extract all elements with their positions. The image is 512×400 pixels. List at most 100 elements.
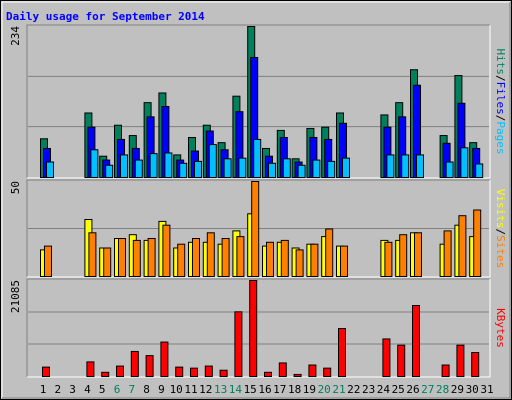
bar bbox=[238, 157, 247, 178]
bar bbox=[175, 366, 184, 377]
bar bbox=[145, 355, 154, 378]
bar bbox=[386, 154, 395, 179]
bar bbox=[397, 344, 406, 377]
legend-separator: / bbox=[494, 115, 507, 122]
bar bbox=[219, 369, 228, 377]
bar bbox=[475, 163, 484, 178]
bar bbox=[192, 238, 200, 277]
x-tick-label: 14 bbox=[229, 383, 243, 396]
bar bbox=[253, 138, 262, 179]
x-tick-label: 31 bbox=[480, 383, 493, 396]
legend-entry: Visits bbox=[494, 189, 507, 229]
bar bbox=[42, 366, 50, 377]
x-tick-label: 5 bbox=[99, 383, 106, 396]
bar bbox=[278, 362, 287, 378]
legend-entry: Hits bbox=[494, 49, 507, 76]
x-tick-label: 15 bbox=[244, 383, 257, 396]
x-tick-label: 19 bbox=[303, 383, 316, 396]
bevel bbox=[26, 24, 490, 178]
bar bbox=[325, 228, 334, 277]
bar bbox=[308, 364, 317, 377]
bar bbox=[310, 243, 319, 277]
x-tick-label: 21 bbox=[332, 383, 345, 396]
x-tick-label: 6 bbox=[114, 383, 121, 396]
x-tick-label: 1 bbox=[40, 383, 47, 396]
bevel bbox=[26, 278, 490, 377]
x-tick-label: 4 bbox=[84, 383, 91, 396]
bar bbox=[103, 247, 112, 277]
y-tick-label: 234 bbox=[9, 26, 22, 46]
bar bbox=[268, 162, 276, 179]
bar bbox=[194, 160, 202, 179]
bar bbox=[44, 245, 52, 278]
bar bbox=[177, 243, 186, 277]
bar bbox=[86, 361, 95, 378]
bar bbox=[223, 158, 232, 179]
x-tick-label: 25 bbox=[392, 383, 405, 396]
bar bbox=[327, 160, 336, 179]
bar bbox=[312, 159, 321, 178]
bar bbox=[236, 236, 245, 278]
x-tick-label: 22 bbox=[347, 383, 360, 396]
bar bbox=[208, 144, 217, 178]
bar bbox=[249, 280, 258, 377]
bar bbox=[441, 364, 450, 377]
legend-separator: / bbox=[494, 229, 507, 236]
y-tick-label: 50 bbox=[9, 181, 22, 194]
legend-entry: Sites bbox=[494, 235, 507, 268]
bar bbox=[164, 152, 173, 179]
bar bbox=[443, 230, 452, 277]
bar bbox=[162, 224, 171, 277]
bar bbox=[105, 164, 114, 179]
bar bbox=[473, 209, 482, 277]
bar bbox=[460, 147, 469, 178]
bar bbox=[401, 154, 410, 179]
legend: KBytes bbox=[494, 308, 507, 348]
bar bbox=[46, 161, 54, 178]
x-tick-label: 2 bbox=[54, 383, 61, 396]
x-tick-label: 13 bbox=[214, 383, 227, 396]
bar bbox=[293, 373, 302, 378]
bevel bbox=[26, 179, 490, 277]
bar bbox=[190, 367, 198, 378]
bar bbox=[280, 239, 289, 277]
y-tick-label: 21085 bbox=[9, 280, 22, 313]
legend-entry: Files bbox=[494, 82, 507, 115]
legend-entry: KBytes bbox=[494, 308, 507, 348]
x-tick-label: 23 bbox=[362, 383, 375, 396]
bar bbox=[264, 371, 272, 377]
bar bbox=[414, 232, 422, 278]
bar bbox=[118, 238, 126, 277]
x-tick-label: 27 bbox=[421, 383, 434, 396]
legend-separator: / bbox=[494, 75, 507, 82]
chart-title: Daily usage for September 2014 bbox=[6, 10, 205, 23]
x-tick-label: 26 bbox=[406, 383, 419, 396]
bar bbox=[323, 367, 332, 378]
x-tick-label: 7 bbox=[128, 383, 135, 396]
bar bbox=[456, 344, 465, 377]
bar bbox=[338, 327, 346, 377]
x-tick-label: 29 bbox=[451, 383, 464, 396]
bar bbox=[282, 158, 291, 179]
bar bbox=[234, 311, 243, 378]
bar bbox=[399, 234, 408, 277]
bar bbox=[295, 249, 304, 277]
bar bbox=[297, 164, 306, 179]
bar bbox=[342, 157, 350, 178]
bar bbox=[340, 245, 348, 278]
bar bbox=[149, 153, 158, 178]
bar bbox=[204, 365, 213, 377]
bevel bbox=[27, 279, 491, 378]
x-tick-label: 8 bbox=[143, 383, 150, 396]
bar bbox=[120, 154, 128, 179]
bar bbox=[88, 232, 97, 278]
bar bbox=[116, 365, 124, 377]
x-tick-label: 12 bbox=[199, 383, 212, 396]
bar bbox=[206, 232, 215, 278]
x-tick-label: 9 bbox=[158, 383, 165, 396]
bar bbox=[266, 241, 274, 278]
bar bbox=[101, 371, 110, 377]
